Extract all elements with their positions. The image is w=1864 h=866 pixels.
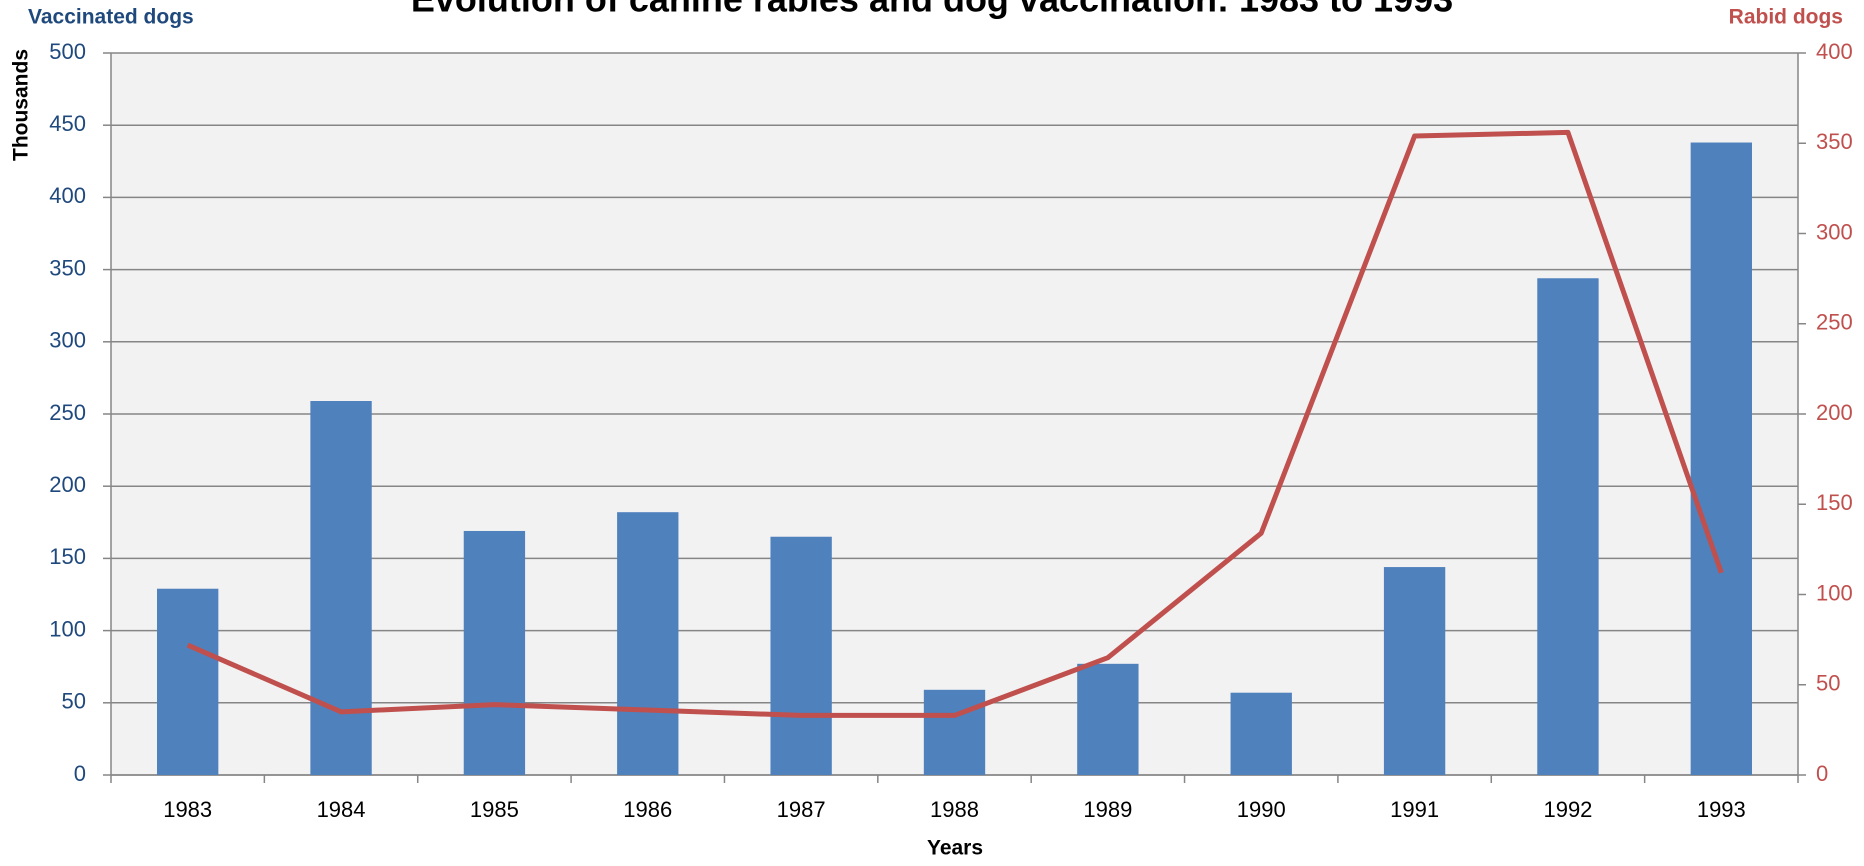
- y-tick-label: 450: [49, 111, 86, 136]
- y2-tick-label: 100: [1816, 580, 1853, 605]
- y2-axis-title: Rabid dogs: [1729, 6, 1843, 29]
- bar: [923, 689, 986, 775]
- x-tick-label: 1984: [317, 797, 366, 822]
- y2-tick-label: 50: [1816, 671, 1840, 696]
- bar: [463, 530, 526, 775]
- bar: [1537, 278, 1599, 775]
- y2-tick-label: 200: [1816, 400, 1853, 425]
- y2-tick-label: 300: [1816, 219, 1853, 244]
- bar: [310, 401, 372, 775]
- bar: [1230, 692, 1292, 775]
- bar: [617, 512, 679, 775]
- y-tick-label: 200: [49, 472, 86, 497]
- y-tick-label: 300: [49, 328, 86, 353]
- bar: [157, 588, 219, 775]
- bar: [1690, 142, 1752, 775]
- y2-tick-label: 250: [1816, 310, 1853, 335]
- y-tick-label: 0: [74, 761, 86, 786]
- bar: [770, 536, 832, 775]
- x-tick-label: 1992: [1543, 797, 1592, 822]
- bar: [1383, 567, 1446, 775]
- x-tick-label: 1983: [163, 797, 212, 822]
- chart-title: Evolution of canine rabies and dog vacci…: [411, 0, 1453, 20]
- x-tick-label: 1987: [777, 797, 826, 822]
- x-tick-label: 1989: [1083, 797, 1132, 822]
- x-tick-label: 1988: [930, 797, 979, 822]
- y-tick-label: 100: [49, 616, 86, 641]
- y2-tick-label: 350: [1816, 129, 1853, 154]
- y-axis-title: Vaccinated dogs: [28, 6, 194, 29]
- line: [186, 129, 1724, 718]
- y-tick-label: 500: [49, 39, 86, 64]
- x-tick-label: 1985: [470, 797, 519, 822]
- y2-tick-label: 400: [1816, 39, 1853, 64]
- y-tick-label: 50: [62, 689, 86, 714]
- y2-tick-label: 0: [1816, 761, 1828, 786]
- y-tick-label: 150: [49, 544, 86, 569]
- bar: [1077, 663, 1139, 775]
- x-tick-label: 1986: [623, 797, 672, 822]
- x-axis-title: Years: [927, 837, 983, 860]
- y2-tick-label: 150: [1816, 490, 1853, 515]
- x-tick-label: 1991: [1390, 797, 1439, 822]
- x-tick-label: 1990: [1237, 797, 1286, 822]
- y-axis-unit: Thousands: [10, 49, 33, 161]
- y-tick-label: 400: [49, 183, 86, 208]
- x-tick-label: 1993: [1697, 797, 1746, 822]
- y-tick-label: 350: [49, 255, 86, 280]
- y-tick-label: 250: [49, 400, 86, 425]
